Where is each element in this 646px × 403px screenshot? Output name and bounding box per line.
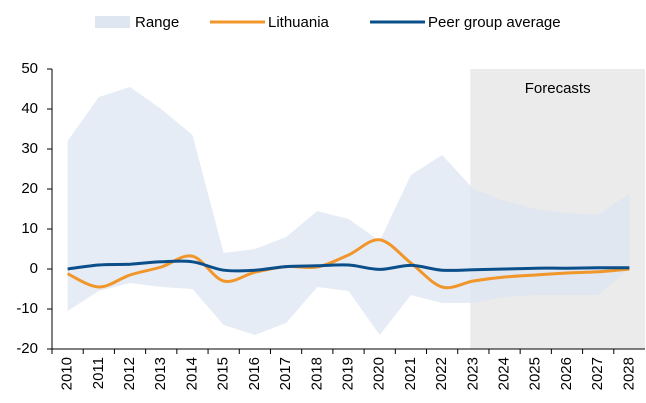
x-tick-label: 2014 <box>183 357 200 390</box>
y-tick-label: 40 <box>21 100 38 117</box>
range-area <box>67 87 630 335</box>
x-tick-label: 2013 <box>152 357 169 390</box>
x-tick-label: 2023 <box>464 357 481 390</box>
y-tick-label: 50 <box>21 60 38 77</box>
x-tick-label: 2015 <box>215 357 232 390</box>
x-tick-label: 2027 <box>589 357 606 390</box>
x-tick-label: 2024 <box>496 357 513 390</box>
x-tick-label: 2010 <box>59 357 76 390</box>
x-tick-label: 2026 <box>558 357 575 390</box>
y-tick-label: -20 <box>16 340 38 357</box>
x-tick-label: 2028 <box>620 357 637 390</box>
y-tick-label: 30 <box>21 140 38 157</box>
x-tick-label: 2020 <box>371 357 388 390</box>
legend-label: Lithuania <box>268 14 330 31</box>
y-tick-label: 20 <box>21 180 38 197</box>
series-line <box>66 238 630 290</box>
x-tick-label: 2018 <box>308 357 325 390</box>
x-tick-label: 2022 <box>433 357 450 390</box>
x-tick-label: 2017 <box>277 357 294 390</box>
y-tick-label: -10 <box>16 300 38 317</box>
x-tick-label: 2025 <box>527 357 544 390</box>
x-tick-label: 2012 <box>121 357 138 390</box>
x-tick-label: 2019 <box>339 357 356 390</box>
y-tick-label: 0 <box>30 260 38 277</box>
x-tick-label: 2011 <box>90 357 107 389</box>
legend-swatch <box>95 16 130 28</box>
forecast-label: Forecasts <box>525 80 591 97</box>
series-line <box>67 259 630 273</box>
x-tick-label: 2016 <box>246 357 263 390</box>
legend-label: Peer group average <box>428 14 561 31</box>
y-tick-label: 10 <box>21 220 38 237</box>
legend-label: Range <box>135 14 179 31</box>
x-tick-label: 2021 <box>402 357 419 390</box>
